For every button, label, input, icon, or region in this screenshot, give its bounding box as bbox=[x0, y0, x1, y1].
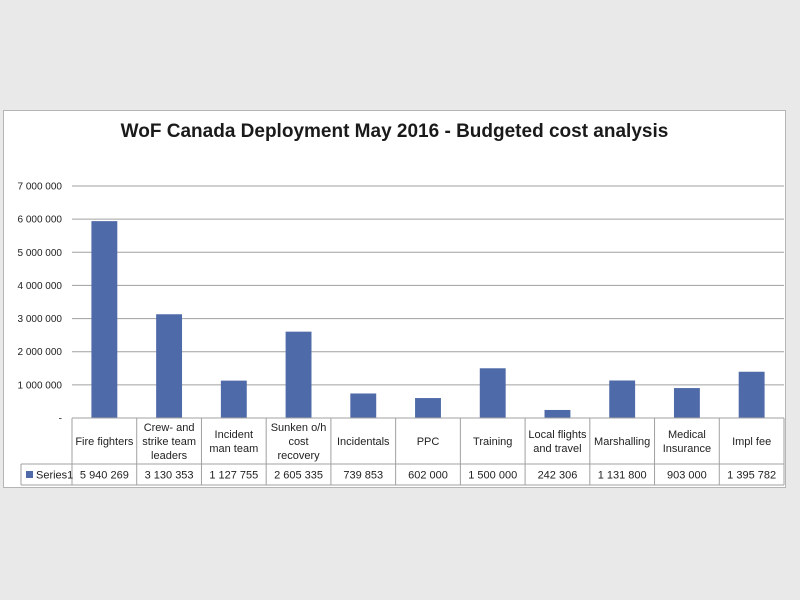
category-label: Incident man team bbox=[209, 429, 258, 455]
y-tick-label: 6 000 000 bbox=[18, 215, 63, 226]
bar bbox=[220, 380, 247, 418]
bar bbox=[544, 409, 571, 418]
data-value-label: 2 605 335 bbox=[274, 470, 323, 482]
data-value-label: 1 395 782 bbox=[727, 470, 776, 482]
y-tick-label: 1 000 000 bbox=[18, 380, 63, 391]
bar bbox=[350, 393, 377, 418]
bar bbox=[479, 368, 506, 418]
category-label: PPC bbox=[417, 436, 440, 448]
category-label: Marshalling bbox=[594, 436, 650, 448]
data-value-label: 242 306 bbox=[538, 470, 578, 482]
data-value-label: 602 000 bbox=[408, 470, 448, 482]
y-tick-label: 4 000 000 bbox=[18, 281, 63, 292]
bar bbox=[415, 398, 441, 418]
data-value-label: 1 127 755 bbox=[209, 470, 258, 482]
chart-title: WoF Canada Deployment May 2016 - Budgete… bbox=[120, 121, 669, 142]
bar bbox=[156, 314, 183, 418]
data-value-label: 903 000 bbox=[667, 470, 707, 482]
data-value-label: 5 940 269 bbox=[80, 470, 129, 482]
legend-swatch bbox=[26, 471, 33, 478]
category-label: Sunken o/h cost recovery bbox=[271, 422, 327, 462]
bar bbox=[91, 221, 118, 418]
bar bbox=[738, 371, 765, 418]
y-tick-label: 5 000 000 bbox=[18, 248, 63, 259]
data-value-label: 1 500 000 bbox=[468, 470, 517, 482]
category-label: Incidentals bbox=[337, 436, 390, 448]
legend-series-name: Series1 bbox=[36, 470, 73, 482]
category-label: Local flights and travel bbox=[528, 429, 587, 455]
data-value-label: 3 130 353 bbox=[145, 470, 194, 482]
category-label: Training bbox=[473, 436, 512, 448]
data-value-label: 739 853 bbox=[343, 470, 383, 482]
chart-card: WoF Canada Deployment May 2016 - Budgete… bbox=[3, 110, 786, 488]
category-label: Fire fighters bbox=[75, 436, 134, 448]
bar bbox=[609, 380, 636, 418]
y-tick-label: 7 000 000 bbox=[18, 182, 63, 193]
y-tick-label: 3 000 000 bbox=[18, 314, 63, 325]
bar bbox=[673, 388, 700, 418]
category-label: Impl fee bbox=[732, 436, 771, 448]
y-tick-label: - bbox=[59, 414, 62, 425]
data-value-label: 1 131 800 bbox=[598, 470, 647, 482]
bar-chart: - 1 000 000 2 000 000 3 000 000 4 000 000 5 0… bbox=[18, 182, 785, 486]
category-label: Crew- and strike team leaders bbox=[142, 422, 196, 462]
bar bbox=[285, 331, 312, 418]
category-label: Medical Insurance bbox=[663, 429, 711, 455]
y-tick-label: 2 000 000 bbox=[18, 347, 63, 358]
